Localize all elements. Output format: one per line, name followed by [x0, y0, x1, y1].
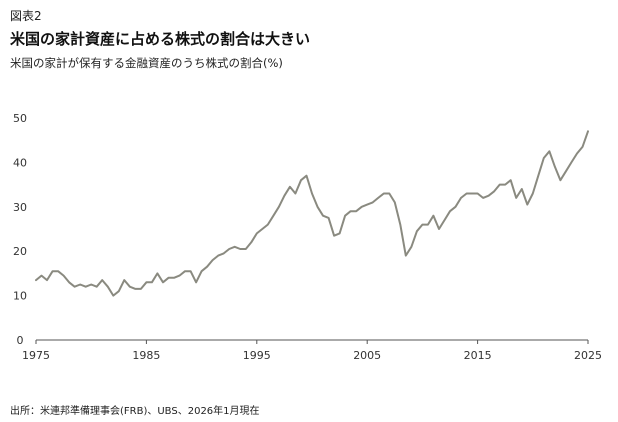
series-layer [35, 130, 589, 297]
y-tick-label: 0 [17, 334, 24, 347]
series-line [35, 130, 589, 297]
y-tick-label: 20 [13, 245, 27, 258]
source-note: 出所：米連邦準備理事会(FRB)、UBS、2026年1月現在 [10, 406, 260, 417]
x-axis: 1975 1985 1995 2005 2015 2025 [22, 339, 602, 362]
chart-subtitle: 米国の家計が保有する金融資産のうち株式の割合(%) [10, 56, 283, 70]
x-tick-label: 1995 [243, 349, 271, 362]
y-tick-label: 30 [13, 201, 27, 214]
x-tick-label: 2005 [353, 349, 381, 362]
figure-label: 図表2 [10, 9, 42, 23]
x-tick-label: 2025 [574, 349, 602, 362]
y-tick-label: 40 [13, 156, 27, 169]
y-tick-label: 50 [13, 112, 27, 125]
x-tick-label: 2015 [464, 349, 492, 362]
y-axis: 0 10 20 30 40 50 [13, 112, 27, 347]
y-tick-label: 10 [13, 290, 27, 303]
x-tick-label: 1975 [22, 349, 50, 362]
x-tick-label: 1985 [132, 349, 160, 362]
chart-title: 米国の家計資産に占める株式の割合は大きい [10, 30, 311, 48]
line-chart: 0 10 20 30 40 50 1975 1985 1995 2005 2015 2025 [13, 112, 602, 362]
